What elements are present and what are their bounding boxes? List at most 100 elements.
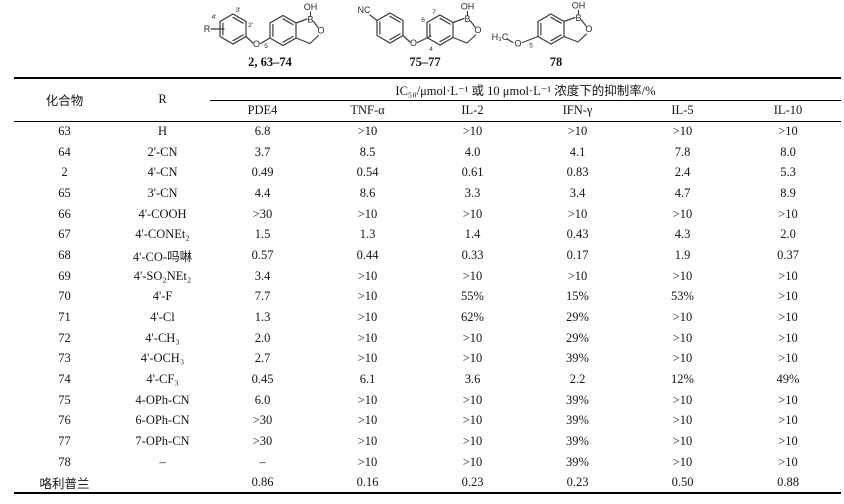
assay-value-cell: >10 (672, 413, 693, 428)
boron-atom-label: B (575, 13, 581, 23)
hydroxyl-label: OH (461, 2, 475, 12)
assay-value-cell: 0.50 (671, 475, 694, 490)
assay-value-cell: >10 (462, 392, 483, 407)
assay-value-cell: 0.57 (251, 247, 274, 262)
assay-value-cell: >10 (778, 268, 798, 283)
assay-value-cell: 7.7 (254, 289, 271, 304)
assay-value-cell: 0.86 (251, 475, 274, 490)
assay-value-cell: 6.0 (254, 392, 271, 407)
assay-value-cell: >10 (672, 351, 693, 366)
assay-value-cell: 0.33 (461, 247, 484, 262)
benzoxaborole-aryl-ether-structure: R 4' 3' 2' O 5 B O OH (204, 2, 325, 50)
assay-value-cell: 0.43 (566, 227, 589, 242)
col-header-r-group: R (115, 78, 210, 122)
structure-caption-2-63-74: 2, 63–74 (248, 55, 292, 69)
r-group-atom-label: R (204, 24, 211, 34)
assay-value-cell: 4.7 (674, 185, 691, 200)
assay-value-cell: 39% (566, 413, 589, 428)
assay-value-cell: >10 (357, 310, 378, 325)
assay-value-cell: 0.23 (566, 475, 589, 490)
ring-oxygen-label: O (474, 25, 481, 35)
assay-value-cell: >10 (462, 268, 483, 283)
r-substituent-cell: 4'-CF₃ (146, 372, 179, 387)
assay-value-cell: >10 (778, 454, 798, 469)
position-2prime-label: 2' (248, 22, 253, 29)
assay-value-cell: 55% (461, 289, 484, 304)
assay-value-cell: >10 (462, 206, 483, 221)
assay-value-cell: 2.2 (569, 372, 586, 387)
assay-value-cell: 49% (776, 372, 800, 387)
assay-value-cell: 0.23 (461, 475, 484, 490)
r-substituent-cell: 4'-CONEt₂ (135, 227, 190, 242)
r-substituent-cell: – (159, 454, 166, 469)
assay-value-cell: >10 (778, 310, 798, 325)
boron-atom-label: B (307, 15, 313, 25)
hydroxyl-label: OH (572, 2, 586, 11)
ring-oxygen-label: O (585, 24, 592, 34)
table-row: 咯利普兰 0.86 0.16 0.23 0.23 0.50 0.88 (14, 473, 841, 494)
cyanophenoxy-benzoxaborole-structure: NC O 7 6 4 B O OH (358, 2, 482, 54)
compound-id-cell: 69 (58, 268, 71, 283)
table-row: 78 – – >10 >10 39% >10 >10 (14, 452, 841, 473)
assay-value-cell: 0.49 (251, 165, 274, 180)
compound-id-cell: 70 (58, 289, 71, 304)
assay-value-cell: 12% (671, 372, 694, 387)
r-substituent-cell: 4'-COOH (138, 206, 187, 221)
assay-value-cell: >10 (672, 268, 693, 283)
assay-value-cell: >10 (672, 124, 693, 139)
assay-value-cell: 6.8 (254, 124, 271, 139)
assay-value-cell: 2.0 (254, 330, 271, 345)
assay-value-cell: >10 (672, 454, 693, 469)
assay-value-cell: 15% (566, 289, 589, 304)
assay-value-cell: 5.3 (780, 165, 796, 180)
assay-value-cell: >30 (252, 206, 273, 221)
assay-value-cell: 39% (566, 392, 589, 407)
assay-value-cell: >10 (567, 124, 588, 139)
assay-value-cell: >10 (462, 454, 483, 469)
assay-value-cell: >30 (252, 413, 273, 428)
ring-oxygen-label: O (317, 26, 324, 36)
assay-value-cell: 39% (566, 434, 589, 449)
r-substituent-cell: 7-OPh-CN (135, 434, 190, 449)
col-header-pde4: PDE4 (210, 100, 315, 122)
position-7-label: 7 (432, 9, 436, 16)
structure-caption-78: 78 (549, 55, 563, 69)
assay-value-cell: >10 (778, 124, 798, 139)
col-header-il10: IL-10 (735, 100, 842, 122)
assay-value-cell: >10 (462, 330, 483, 345)
r-substituent-cell: 4'-OCH₃ (140, 351, 185, 366)
col-header-compound: 化合物 (14, 78, 115, 122)
assay-value-cell: 1.3 (254, 310, 271, 325)
methyl-group-label: H₃C (492, 32, 509, 42)
compound-id-cell: 64 (58, 144, 71, 159)
compound-id-cell: 77 (58, 434, 71, 449)
r-substituent-cell: 4'-Cl (150, 310, 175, 325)
assay-value-cell: 8.6 (359, 185, 376, 200)
compound-id-cell: 71 (58, 310, 71, 325)
assay-value-cell: >10 (672, 434, 693, 449)
ether-oxygen-label: O (253, 39, 260, 49)
assay-value-cell: 0.83 (566, 165, 589, 180)
assay-value-cell: 2.7 (254, 351, 271, 366)
assay-value-cell: 4.0 (464, 144, 481, 159)
assay-value-cell: 29% (566, 330, 589, 345)
table-row: 69 4'-SO₂NEt₂ 3.4 >10 >10 >10 >10 >10 (14, 266, 841, 287)
r-substituent-cell: 4'-SO₂NEt₂ (133, 268, 192, 283)
assay-value-cell: 1.3 (359, 227, 376, 242)
position-4prime-label: 4' (212, 14, 217, 21)
assay-value-cell: – (259, 454, 266, 469)
assay-value-cell: 3.6 (464, 372, 481, 387)
col-header-il2: IL-2 (420, 100, 525, 122)
compound-id-cell: 75 (58, 392, 71, 407)
col-header-il5: IL-5 (630, 100, 735, 122)
assay-value-cell: 3.4 (254, 268, 271, 283)
position-5-label: 5 (529, 43, 533, 50)
assay-value-cell: >10 (567, 206, 588, 221)
table-row: 77 7-OPh-CN >30 >10 >10 39% >10 >10 (14, 431, 841, 452)
compound-id-cell: 78 (58, 454, 71, 469)
assay-value-cell: >10 (567, 268, 588, 283)
assay-value-cell: 0.44 (356, 247, 379, 262)
compound-id-cell: 66 (58, 206, 71, 221)
assay-value-cell: 3.3 (464, 185, 481, 200)
